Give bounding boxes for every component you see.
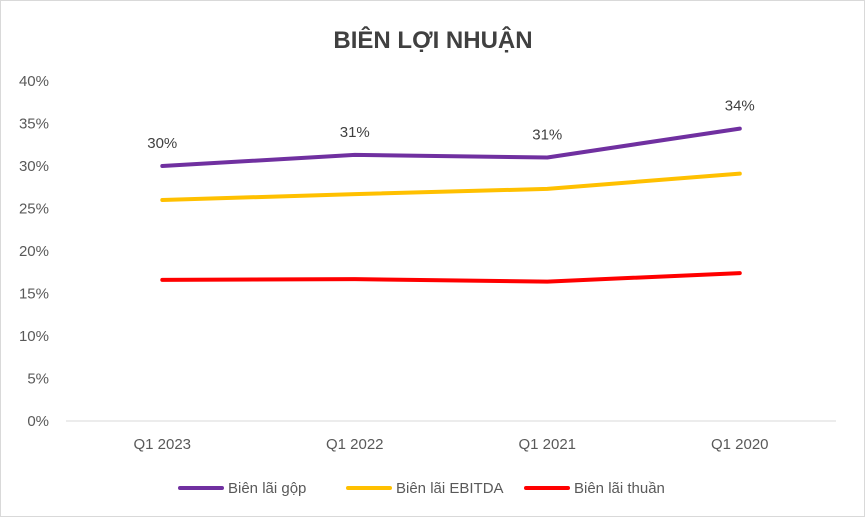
y-tick-label: 30%: [19, 158, 49, 175]
data-label: 31%: [340, 124, 370, 141]
chart-title: BIÊN LỢI NHUẬN: [333, 26, 532, 54]
legend-label: Biên lãi thuần: [574, 480, 665, 497]
y-tick-label: 20%: [19, 243, 49, 260]
x-tick-label: Q1 2022: [326, 436, 384, 453]
y-tick-label: 10%: [19, 328, 49, 345]
data-label: 34%: [725, 98, 755, 115]
x-axis-ticks: Q1 2023 Q1 2022 Q1 2021 Q1 2020: [133, 436, 768, 453]
y-tick-label: 40%: [19, 73, 49, 90]
y-tick-label: 15%: [19, 286, 49, 303]
y-tick-label: 0%: [27, 413, 49, 430]
series-line: [160, 126, 742, 168]
data-label: 31%: [532, 127, 562, 144]
x-tick-label: Q1 2020: [711, 436, 769, 453]
data-label: 30%: [147, 135, 177, 152]
legend-label: Biên lãi gộp: [228, 480, 306, 497]
series-line: [160, 171, 742, 202]
data-labels: 30% 31% 31% 34%: [147, 98, 755, 152]
y-tick-label: 5%: [27, 371, 49, 388]
y-tick-label: 35%: [19, 116, 49, 133]
series-line: [160, 271, 742, 284]
legend-label: Biên lãi EBITDA: [396, 480, 504, 497]
x-tick-label: Q1 2023: [133, 436, 191, 453]
x-tick-label: Q1 2021: [518, 436, 576, 453]
y-axis-ticks: 0% 5% 10% 15% 20% 25% 30% 35% 40%: [19, 73, 49, 430]
y-tick-label: 25%: [19, 201, 49, 218]
legend: Biên lãi gộp Biên lãi EBITDA Biên lãi thuầ…: [178, 480, 665, 497]
series-lines: [160, 126, 742, 284]
